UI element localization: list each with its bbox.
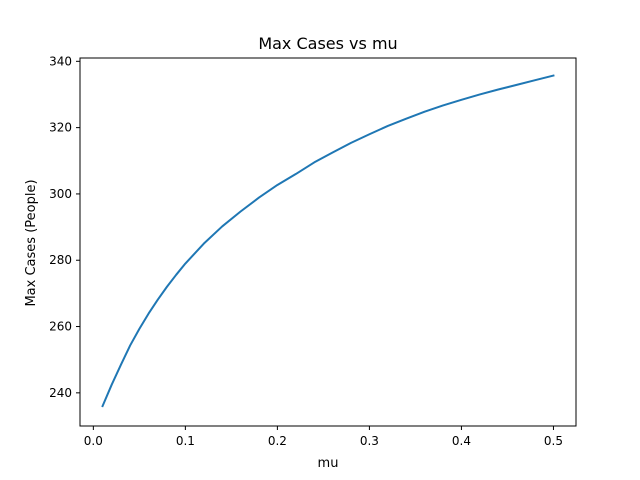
y-tick-label: 280 [49,253,72,267]
x-axis-label: mu [318,456,339,471]
y-tick-label: 340 [49,54,72,68]
chart-title: Max Cases vs mu [258,34,397,53]
plot-frame [79,57,577,427]
y-tick-label: 240 [49,386,72,400]
y-axis-label: Max Cases (People) [24,179,39,306]
axis-ticks: 0.0 0.1 0.2 0.3 0.4 0.5 240 260 280 300 320 340 [49,54,563,448]
series-line-1 [101,74,555,408]
x-tick-label: 0.1 [176,434,195,448]
x-tick-label: 0.3 [360,434,379,448]
plot-area [79,57,577,427]
x-tick-label: 0.4 [452,434,471,448]
y-tick-label: 260 [49,320,72,334]
y-tick-label: 300 [49,187,72,201]
x-tick-label: 0.0 [84,434,103,448]
x-tick-label: 0.2 [268,434,287,448]
y-tick-label: 320 [49,121,72,135]
x-tick-label: 0.5 [544,434,563,448]
